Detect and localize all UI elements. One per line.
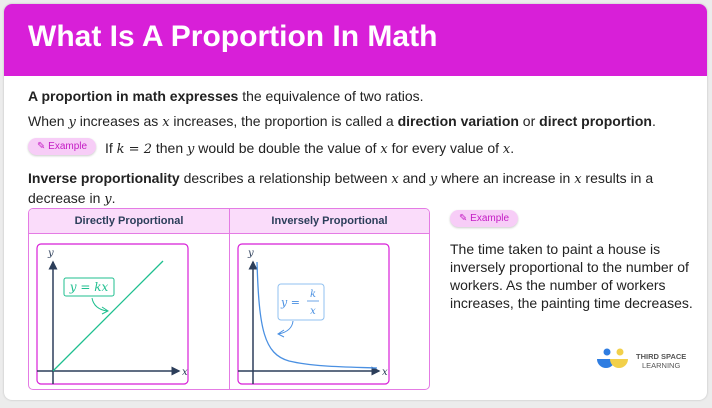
x-axis-label: x: [182, 367, 188, 378]
example-text: If k = 2 then y would be double the valu…: [105, 140, 515, 157]
lesson-card: What Is A Proportion In Math A proportio…: [4, 4, 707, 400]
direct-graph: y x y = kx: [36, 243, 189, 385]
arrow-icon: [91, 297, 109, 315]
arrow-icon: [277, 320, 294, 338]
inverse-equation-lhs: y =: [280, 296, 300, 309]
header: What Is A Proportion In Math: [4, 4, 707, 76]
intro-text: A proportion in math expresses the equiv…: [28, 88, 424, 104]
inverse-text: Inverse proportionality describes a rela…: [28, 170, 654, 207]
example-badge-2: ✎ Example: [450, 210, 519, 227]
y-axis-label: y: [47, 248, 54, 259]
inverse-curve: [256, 261, 378, 369]
header-inversely-proportional: Inversely Proportional: [230, 209, 429, 234]
direct-variation-text: When y increases as x increases, the pro…: [28, 113, 656, 130]
third-space-learning-logo: [597, 348, 628, 368]
graphs: y x y = kx y x y = k x: [36, 243, 390, 385]
comparison-table: Directly Proportional Inversely Proporti…: [28, 208, 430, 390]
y-axis-label: y: [247, 248, 254, 259]
example-text-2: The time taken to paint a house is inver…: [450, 241, 693, 311]
divider: [229, 209, 230, 389]
header-directly-proportional: Directly Proportional: [29, 209, 229, 234]
direct-line: [52, 260, 164, 372]
page-title: What Is A Proportion In Math: [28, 20, 438, 53]
logo-text: THIRD SPACE LEARNING: [636, 352, 687, 370]
example-badge: ✎ Example: [28, 138, 97, 155]
inverse-graph: y x y = k x: [237, 243, 390, 385]
inverse-equation-denominator: x: [310, 306, 316, 317]
inverse-equation-numerator: k: [310, 289, 316, 300]
x-axis-label: x: [382, 367, 388, 378]
direct-equation: y = kx: [69, 280, 109, 294]
